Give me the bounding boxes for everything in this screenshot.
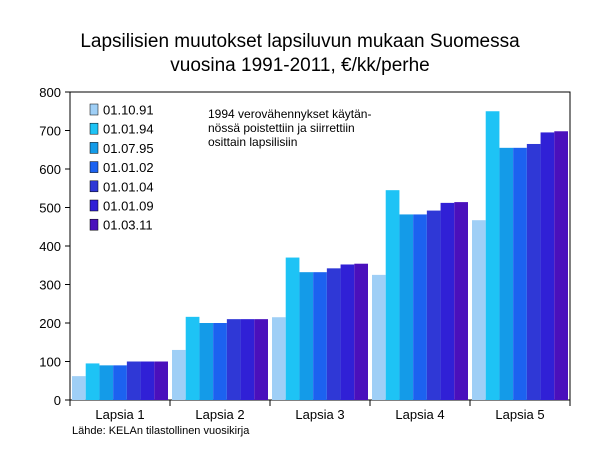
bar — [140, 361, 155, 400]
bar — [385, 190, 400, 400]
bar — [426, 210, 441, 400]
bar — [440, 202, 455, 400]
bar — [326, 268, 341, 400]
bar — [213, 323, 227, 400]
x-tick-label: Lapsia 1 — [95, 407, 144, 422]
bar — [526, 143, 541, 400]
annotation-line: nössä poistettiin ja siirrettiin — [208, 121, 355, 135]
bar — [354, 263, 368, 400]
bar — [554, 131, 568, 400]
bar — [472, 220, 486, 400]
bar — [199, 323, 214, 400]
bar — [454, 202, 468, 400]
chart-bars — [72, 111, 568, 401]
bar — [226, 319, 241, 400]
legend-label: 01.01.94 — [103, 122, 154, 137]
source-note: Lähde: KELAn tilastollinen vuosikirja — [72, 425, 250, 437]
bar — [272, 317, 286, 400]
legend-swatch — [89, 161, 99, 173]
legend-swatch — [89, 103, 99, 116]
bar — [499, 147, 514, 400]
bar — [240, 319, 255, 400]
legend-label: 01.10.91 — [103, 103, 154, 118]
bar — [72, 376, 86, 400]
x-tick-label: Lapsia 3 — [295, 407, 344, 422]
annotation-line: 1994 verovähennykset käytän- — [208, 107, 372, 121]
legend-swatch — [89, 122, 99, 135]
bar — [85, 363, 100, 400]
x-tick-label: Lapsia 5 — [495, 407, 544, 422]
bar — [126, 361, 141, 400]
bar — [513, 147, 527, 400]
x-tick-label: Lapsia 4 — [395, 407, 444, 422]
chart-title-line1: Lapsilisien muutokset lapsiluvun mukaan … — [80, 31, 520, 52]
bar — [299, 272, 314, 400]
chart-title: Lapsilisien muutokset lapsiluvun mukaan … — [0, 30, 600, 78]
chart-legend: 01.10.91 01.01.94 01.07.95 01.01.02 01.01.04… — [89, 103, 154, 233]
legend-swatch — [89, 199, 99, 212]
bar — [154, 361, 168, 400]
bar — [172, 349, 186, 400]
x-tick-label: Lapsia 2 — [195, 407, 244, 422]
bar — [254, 319, 268, 400]
bar — [540, 132, 555, 401]
y-tick-label: 500 — [39, 201, 61, 216]
legend-label: 01.01.04 — [103, 179, 154, 194]
y-tick-label: 300 — [39, 278, 61, 293]
legend-label: 01.03.11 — [103, 218, 153, 233]
bar — [99, 365, 114, 400]
chart-title-line2: vuosina 1991-2011, €/kk/perhe — [170, 55, 430, 76]
bar — [185, 316, 200, 400]
bar — [113, 365, 127, 400]
legend-swatch — [89, 142, 99, 154]
legend-label: 01.01.09 — [103, 199, 154, 214]
y-tick-label: 800 — [39, 85, 61, 100]
y-tick-label: 600 — [39, 162, 61, 177]
bar — [340, 264, 355, 400]
bar — [313, 272, 327, 400]
annotation-line: osittain lapsilisiin — [208, 135, 298, 149]
y-tick-label: 400 — [39, 239, 61, 254]
legend-label: 01.01.02 — [103, 160, 154, 175]
chart-annotation: 1994 verovähennykset käytän- nössä poist… — [208, 107, 428, 149]
legend-swatch — [89, 180, 99, 193]
y-tick-label: 200 — [39, 316, 61, 331]
y-tick-label: 0 — [54, 393, 61, 408]
y-tick-label: 100 — [39, 355, 61, 370]
bar — [413, 214, 427, 400]
bar — [399, 214, 414, 400]
legend-swatch — [89, 218, 99, 231]
bar — [285, 257, 300, 400]
bar — [372, 274, 386, 400]
bar — [485, 111, 500, 400]
y-tick-label: 700 — [39, 124, 61, 139]
legend-label: 01.07.95 — [103, 141, 154, 156]
